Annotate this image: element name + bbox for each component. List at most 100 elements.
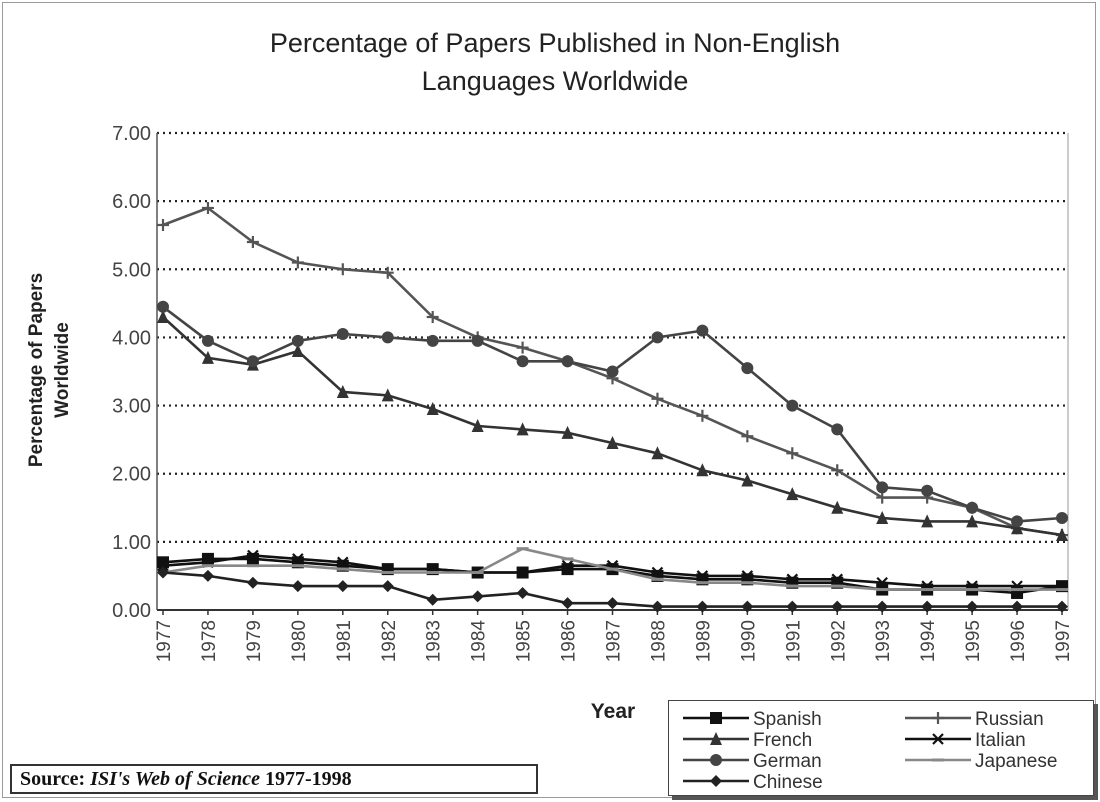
data-point: [696, 570, 709, 582]
y-tick-label: 3.00: [112, 396, 151, 418]
data-point: [710, 732, 722, 745]
data-point: [921, 514, 934, 528]
data-point: [966, 514, 979, 528]
data-point: [246, 576, 259, 589]
x-tick-label: 1985: [514, 620, 535, 662]
x-tick-label: 1993: [873, 620, 894, 662]
x-tick-label: 1991: [783, 620, 804, 662]
data-point: [291, 334, 304, 347]
legend-item-spanish: Spanish: [683, 709, 822, 730]
data-point: [291, 256, 304, 269]
data-point: [710, 775, 722, 787]
data-point: [831, 464, 844, 477]
data-point: [561, 355, 574, 368]
x-tick-label: 1997: [1053, 620, 1074, 662]
data-point: [201, 201, 214, 214]
data-point: [426, 334, 439, 347]
data-point: [1011, 521, 1024, 535]
data-point: [426, 310, 439, 323]
legend-label: Italian: [975, 730, 1026, 751]
data-point: [1056, 600, 1068, 613]
data-point: [157, 559, 169, 572]
series-chinese: [157, 566, 1068, 613]
data-point: [831, 573, 844, 586]
data-point: [710, 754, 722, 766]
data-point: [786, 600, 799, 613]
x-tick-label: 1984: [469, 620, 490, 663]
data-point: [786, 487, 799, 501]
data-point: [157, 218, 169, 231]
data-point: [381, 580, 394, 593]
data-point: [201, 350, 214, 364]
data-point: [336, 384, 349, 398]
data-point: [966, 501, 979, 514]
data-point: [741, 600, 754, 613]
data-point: [786, 573, 799, 586]
x-axis-title: Year: [591, 700, 635, 723]
legend-item-russian: Russian: [905, 709, 1044, 730]
axes: [156, 133, 1069, 615]
y-tick-label: 5.00: [112, 259, 151, 281]
y-tick-label: 6.00: [112, 191, 151, 213]
data-point: [426, 401, 439, 415]
y-tick-label: 1.00: [112, 532, 151, 554]
x-tick-label: 1988: [648, 620, 669, 662]
legend-label: German: [753, 751, 822, 772]
legend-label: French: [753, 730, 812, 751]
legend-item-chinese: Chinese: [683, 772, 823, 793]
y-axis-title: Percentage of Papers: [26, 273, 47, 467]
x-tick-label: 1979: [244, 620, 265, 662]
data-point: [786, 399, 799, 412]
data-point: [831, 600, 844, 613]
data-point: [786, 447, 799, 460]
series-russian: [157, 201, 1068, 542]
series-lines: [157, 201, 1068, 613]
legend-label: Japanese: [975, 751, 1057, 772]
data-point: [337, 556, 349, 569]
data-point: [741, 570, 754, 582]
source-suffix: 1977-1998: [260, 768, 352, 790]
data-point: [381, 331, 394, 344]
data-point: [516, 566, 529, 579]
source-note: Source: ISI's Web of Science 1977-1998: [10, 764, 538, 794]
data-point: [876, 491, 889, 504]
data-point: [921, 600, 934, 613]
data-point: [336, 580, 349, 593]
data-point: [1011, 515, 1024, 528]
x-tick-label: 1995: [963, 620, 984, 662]
data-point: [876, 481, 889, 494]
data-point: [561, 597, 574, 610]
data-point: [381, 266, 394, 279]
x-tick-label: 1981: [334, 620, 355, 662]
x-tick-label: 1994: [918, 620, 939, 663]
data-point: [741, 362, 754, 375]
data-point: [157, 300, 169, 313]
data-point: [291, 344, 304, 358]
data-point: [336, 328, 349, 341]
data-point: [932, 712, 944, 724]
data-point: [966, 600, 979, 613]
data-point: [741, 430, 754, 443]
data-point: [516, 586, 529, 599]
x-tick-label: 1977: [154, 620, 175, 662]
data-point: [876, 511, 889, 525]
data-point: [381, 388, 394, 402]
data-point: [426, 593, 439, 606]
data-point: [336, 263, 349, 276]
data-point: [1011, 600, 1024, 613]
data-point: [291, 580, 304, 593]
data-point: [876, 600, 889, 613]
chart-title-line-2: Languages Worldwide: [421, 66, 689, 96]
data-point: [651, 600, 664, 613]
legend-label: Chinese: [753, 772, 823, 793]
data-point: [157, 309, 169, 323]
y-tick-label: 0.00: [112, 600, 151, 622]
data-point: [606, 597, 619, 610]
data-point: [696, 409, 709, 422]
x-tick-label: 1989: [693, 620, 714, 662]
chart-title: Percentage of Papers Published in Non-En…: [80, 24, 1030, 100]
x-tick-label: 1992: [828, 620, 849, 662]
data-point: [157, 566, 169, 579]
